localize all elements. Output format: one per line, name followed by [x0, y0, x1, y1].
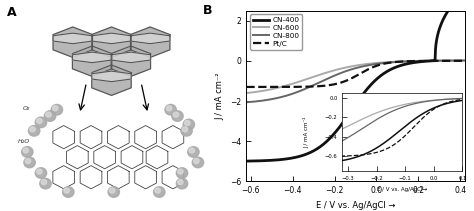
Polygon shape: [92, 71, 131, 82]
Circle shape: [35, 168, 46, 178]
CN-400: [340, 122, 346, 124]
Pt/C: [462, 60, 467, 62]
Circle shape: [165, 104, 176, 115]
Circle shape: [176, 178, 188, 189]
Circle shape: [40, 178, 51, 189]
Circle shape: [28, 126, 40, 136]
Pt/C: [340, 81, 346, 83]
Circle shape: [182, 127, 188, 132]
Polygon shape: [130, 33, 170, 44]
CN-800: [332, 74, 337, 77]
CN-600: [332, 69, 337, 72]
CN-400: [418, 61, 423, 63]
CN-800: [266, 98, 272, 101]
Circle shape: [166, 106, 172, 111]
Circle shape: [41, 180, 46, 185]
CN-800: [393, 61, 399, 63]
CN-600: [393, 60, 399, 63]
Polygon shape: [111, 46, 151, 76]
Text: B: B: [203, 4, 212, 17]
Circle shape: [46, 112, 51, 117]
Circle shape: [184, 120, 190, 126]
Circle shape: [24, 157, 35, 168]
Circle shape: [183, 119, 194, 130]
Circle shape: [23, 148, 28, 153]
CN-600: [266, 88, 272, 91]
Pt/C: [414, 60, 419, 62]
Circle shape: [181, 126, 192, 136]
Circle shape: [30, 127, 35, 132]
CN-600: [340, 67, 346, 69]
Polygon shape: [73, 52, 112, 63]
CN-800: [244, 101, 249, 104]
Line: CN-600: CN-600: [246, 61, 465, 93]
CN-400: [244, 160, 249, 162]
Pt/C: [418, 60, 423, 62]
CN-600: [418, 60, 423, 62]
CN-600: [414, 60, 419, 62]
Y-axis label: J / mA cm⁻²: J / mA cm⁻²: [216, 72, 225, 120]
Pt/C: [332, 83, 337, 85]
Polygon shape: [130, 27, 170, 57]
Polygon shape: [73, 46, 112, 76]
Circle shape: [25, 158, 31, 164]
Circle shape: [64, 188, 69, 193]
Circle shape: [178, 169, 183, 174]
CN-600: [462, 59, 467, 62]
Circle shape: [51, 104, 63, 115]
Pt/C: [393, 61, 399, 63]
CN-400: [393, 66, 399, 68]
Polygon shape: [111, 52, 151, 63]
CN-800: [462, 59, 467, 62]
Polygon shape: [92, 27, 131, 57]
CN-400: [266, 159, 272, 162]
Line: CN-400: CN-400: [246, 0, 465, 161]
Circle shape: [172, 111, 183, 121]
Polygon shape: [53, 27, 92, 57]
Circle shape: [35, 117, 46, 128]
Circle shape: [154, 187, 165, 197]
Text: O₂: O₂: [23, 106, 30, 111]
Text: A: A: [7, 6, 17, 19]
Polygon shape: [92, 33, 131, 44]
Circle shape: [192, 157, 204, 168]
Circle shape: [109, 188, 115, 193]
Polygon shape: [53, 33, 92, 44]
CN-600: [244, 92, 249, 94]
Pt/C: [266, 86, 272, 88]
Circle shape: [36, 118, 42, 123]
CN-800: [414, 60, 419, 62]
Line: Pt/C: Pt/C: [246, 61, 465, 87]
X-axis label: E / V vs. Ag/AgCl →: E / V vs. Ag/AgCl →: [316, 201, 395, 210]
Circle shape: [155, 188, 160, 193]
CN-400: [414, 61, 419, 64]
Circle shape: [193, 158, 199, 164]
Circle shape: [173, 112, 179, 117]
CN-800: [418, 60, 423, 62]
Circle shape: [45, 111, 56, 121]
Circle shape: [22, 147, 33, 157]
Circle shape: [189, 148, 194, 153]
CN-800: [340, 71, 346, 74]
Pt/C: [244, 86, 249, 88]
Circle shape: [53, 106, 58, 111]
Circle shape: [178, 180, 183, 185]
Polygon shape: [92, 65, 131, 95]
Text: H₂O: H₂O: [18, 139, 30, 145]
Circle shape: [108, 187, 119, 197]
Circle shape: [63, 187, 74, 197]
Circle shape: [176, 168, 188, 178]
CN-400: [332, 132, 337, 134]
Circle shape: [36, 169, 42, 174]
Circle shape: [188, 147, 199, 157]
Line: CN-800: CN-800: [246, 61, 465, 102]
Legend: CN-400, CN-600, CN-800, Pt/C: CN-400, CN-600, CN-800, Pt/C: [250, 14, 302, 50]
